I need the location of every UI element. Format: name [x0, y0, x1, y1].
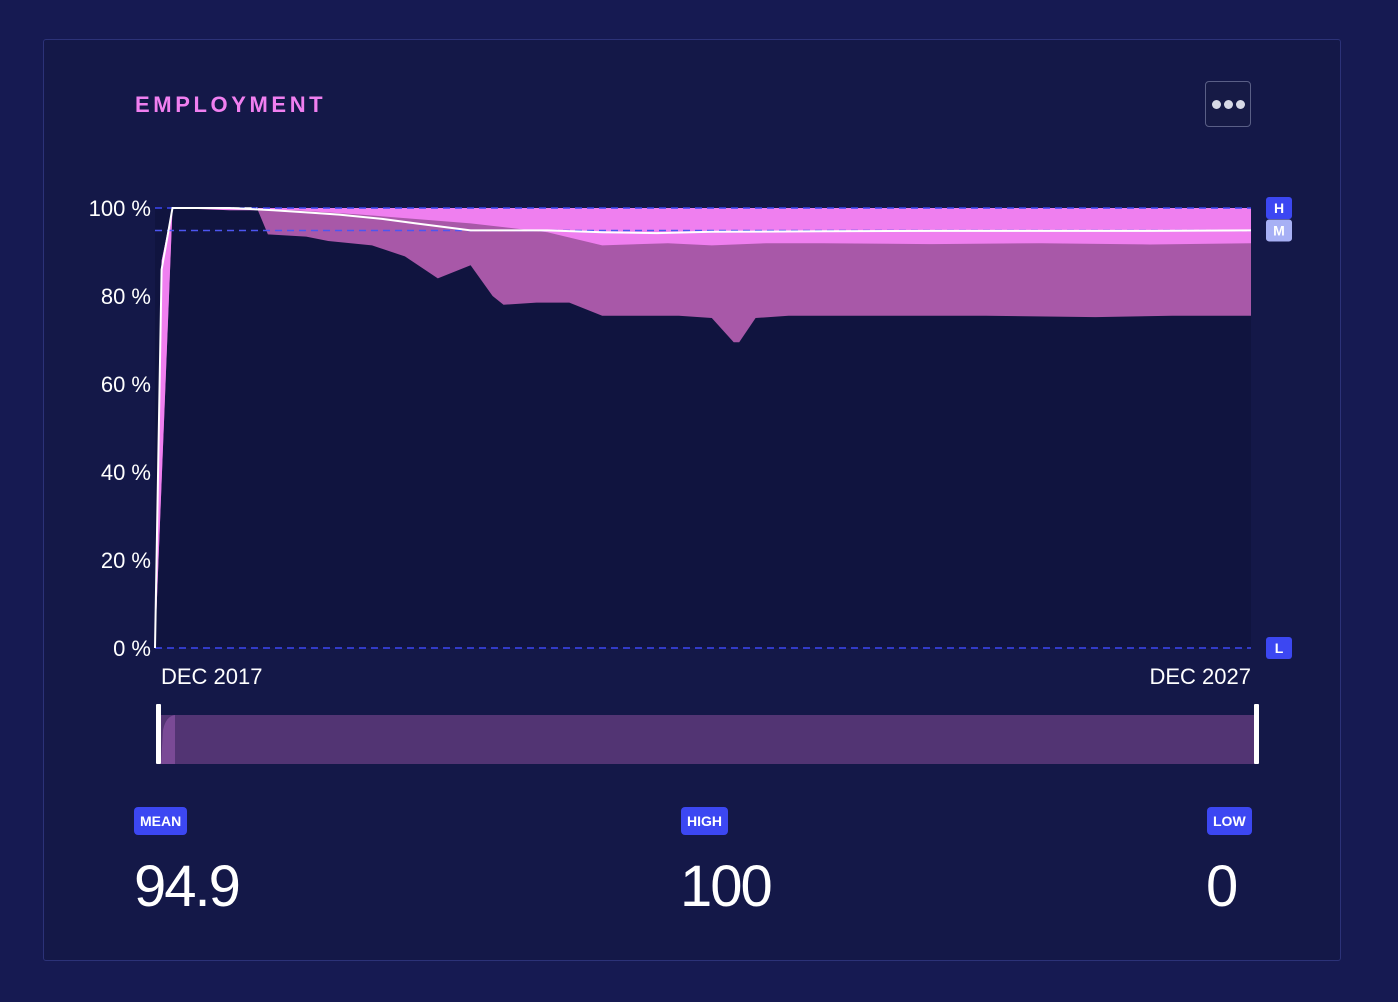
marker-badge-label: M [1273, 222, 1285, 238]
mean-value: 94.9 [134, 854, 241, 919]
outer-band-area [155, 208, 1251, 648]
navigator-area[interactable] [158, 715, 1257, 764]
ellipsis-icon-dot-3 [1235, 99, 1245, 109]
x-tick-end: DEC 2027 [1149, 664, 1251, 689]
navigator-handle-left[interactable] [156, 704, 161, 764]
navigator-ramp [161, 715, 175, 764]
marker-m-badge: M [1266, 219, 1292, 242]
marker-badge-label: H [1274, 200, 1284, 216]
reference-markers: HM L [1266, 197, 1292, 659]
low-badge: LOW [1207, 807, 1252, 835]
marker-h-badge: H [1266, 197, 1292, 219]
mean-line [154, 207, 1252, 649]
ellipsis-menu-button[interactable] [1205, 81, 1251, 127]
marker-badge-bg [1266, 637, 1292, 659]
high-badge: HIGH [681, 807, 728, 835]
y-tick-label: 100 % [89, 196, 151, 221]
navigator-handle-right[interactable] [1254, 704, 1259, 764]
y-tick-label: 60 % [101, 372, 151, 397]
low-value: 0 [1206, 854, 1238, 919]
ellipsis-icon-dot-1 [1211, 99, 1221, 109]
y-tick-label: 40 % [101, 460, 151, 485]
x-tick-start: DEC 2017 [161, 664, 263, 689]
marker-badge-label: L [1275, 640, 1284, 656]
y-axis-ticks: 100 % 80 % 60 % 40 % 20 % 0 % [89, 196, 151, 661]
marker-badge-bg [1266, 219, 1292, 242]
marker-l-badge: L [1266, 637, 1292, 659]
mean-badge: MEAN [134, 807, 188, 835]
ellipsis-icon-dot-2 [1223, 99, 1233, 109]
card-title: EMPLOYMENT [135, 92, 327, 117]
range-navigator[interactable] [156, 704, 1259, 764]
y-tick-label: 20 % [101, 548, 151, 573]
marker-badge-bg [1266, 197, 1292, 219]
plot-area [154, 207, 1252, 649]
y-tick-label: 0 % [113, 636, 151, 661]
high-value: 100 [680, 854, 773, 919]
y-tick-label: 80 % [101, 284, 151, 309]
